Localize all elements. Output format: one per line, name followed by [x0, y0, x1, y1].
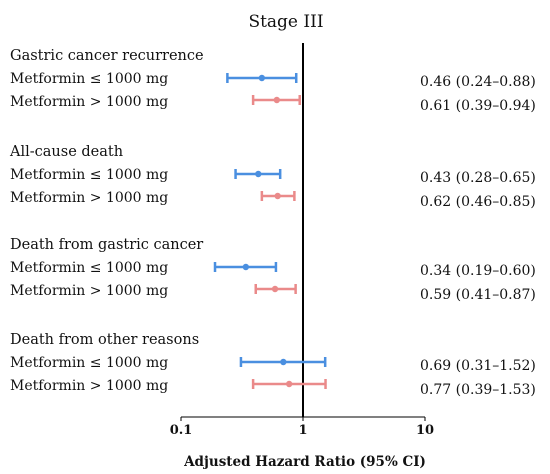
hazard-ratio-point [274, 192, 281, 200]
hazard-ratio-point [255, 170, 262, 178]
hazard-ratio-value: 0.61 (0.39–0.94) [420, 98, 536, 114]
group-label: Death from gastric cancer [10, 237, 203, 253]
hazard-ratio-point [285, 380, 293, 388]
group-label: Gastric cancer recurrence [10, 48, 204, 64]
chart-title: Stage III [248, 12, 323, 32]
hazard-ratio-value: 0.34 (0.19–0.60) [420, 263, 536, 279]
x-tick-label: 1 [298, 423, 307, 438]
hazard-ratio-point [271, 285, 279, 293]
hazard-ratio-value: 0.43 (0.28–0.65) [420, 170, 536, 186]
row-label: Metformin > 1000 mg [10, 378, 168, 394]
hazard-ratio-point [242, 263, 250, 271]
row-label: Metformin ≤ 1000 mg [10, 167, 168, 183]
group-label: Death from other reasons [10, 332, 199, 348]
plot-area: 0.1 1 10 Gastric cancer recurrence Metformin… [9, 43, 536, 438]
hazard-ratio-value: 0.69 (0.31–1.52) [420, 358, 536, 374]
x-tick-label: 10 [416, 423, 434, 438]
x-axis-title: Adjusted Hazard Ratio (95% CI) [183, 454, 426, 470]
hazard-ratio-point [258, 74, 266, 82]
hazard-ratio-value: 0.46 (0.24–0.88) [420, 74, 536, 90]
row-label: Metformin > 1000 mg [10, 283, 168, 299]
group-label: All-cause death [9, 144, 123, 160]
row-label: Metformin ≤ 1000 mg [10, 71, 168, 87]
hazard-ratio-value: 0.62 (0.46–0.85) [420, 194, 536, 210]
hazard-ratio-value: 0.77 (0.39–1.53) [420, 382, 536, 398]
hazard-ratio-point [273, 96, 281, 104]
row-label: Metformin > 1000 mg [10, 190, 168, 206]
row-label: Metformin ≤ 1000 mg [10, 355, 168, 371]
hazard-ratio-point [280, 358, 287, 366]
hazard-ratio-value: 0.59 (0.41–0.87) [420, 287, 536, 303]
x-tick-label: 0.1 [170, 423, 193, 438]
row-label: Metformin > 1000 mg [10, 94, 168, 110]
row-label: Metformin ≤ 1000 mg [10, 260, 168, 276]
